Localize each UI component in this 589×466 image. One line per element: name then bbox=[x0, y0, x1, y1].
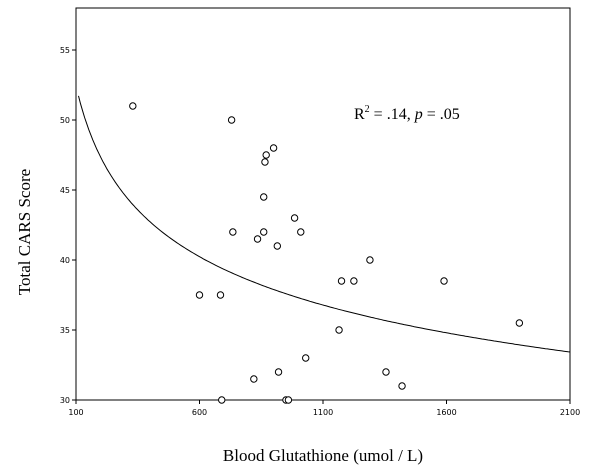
data-point bbox=[440, 277, 448, 285]
x-axis-title: Blood Glutathione (umol / L) bbox=[223, 446, 423, 465]
data-point bbox=[350, 277, 358, 285]
y-tick-label: 45 bbox=[60, 186, 70, 195]
data-point bbox=[129, 102, 137, 110]
x-tick-label: 1600 bbox=[436, 408, 456, 417]
x-tick-label: 1100 bbox=[313, 408, 333, 417]
data-point bbox=[335, 326, 343, 334]
y-tick-label: 35 bbox=[60, 326, 70, 335]
y-tick-label: 40 bbox=[60, 256, 70, 265]
data-point bbox=[269, 144, 278, 152]
data-point bbox=[195, 291, 204, 299]
y-tick-label: 30 bbox=[60, 396, 70, 405]
data-point bbox=[253, 235, 262, 243]
y-tick-label: 50 bbox=[60, 116, 70, 125]
data-point bbox=[260, 228, 268, 236]
x-tick-label: 2100 bbox=[560, 408, 580, 417]
x-tick-label: 600 bbox=[192, 408, 207, 417]
data-point bbox=[302, 354, 310, 362]
fit-curve bbox=[78, 95, 571, 353]
data-point bbox=[382, 368, 390, 376]
data-points bbox=[129, 102, 524, 404]
data-point bbox=[218, 396, 226, 404]
data-point bbox=[250, 375, 258, 383]
data-point bbox=[229, 228, 237, 236]
data-point bbox=[515, 319, 524, 327]
data-point bbox=[290, 214, 299, 222]
y-tick-label: 55 bbox=[60, 46, 70, 55]
data-point bbox=[273, 242, 282, 250]
data-point bbox=[260, 193, 268, 201]
y-axis-title: Total CARS Score bbox=[15, 169, 34, 295]
data-point bbox=[337, 277, 346, 285]
axis-ticks bbox=[72, 49, 571, 404]
data-point bbox=[297, 228, 305, 236]
data-point bbox=[262, 151, 270, 159]
data-point bbox=[261, 158, 269, 166]
data-point bbox=[274, 368, 283, 376]
tick-labels: 100 600 1100 1600 2100 30 35 40 45 50 55 bbox=[60, 46, 580, 417]
data-point bbox=[227, 116, 236, 124]
data-point bbox=[284, 396, 293, 404]
x-tick-label: 100 bbox=[68, 408, 83, 417]
data-point bbox=[398, 382, 406, 390]
annotation-r2: R2 = .14, p = .05 bbox=[354, 104, 460, 123]
data-point bbox=[216, 291, 225, 299]
data-point bbox=[366, 256, 374, 264]
